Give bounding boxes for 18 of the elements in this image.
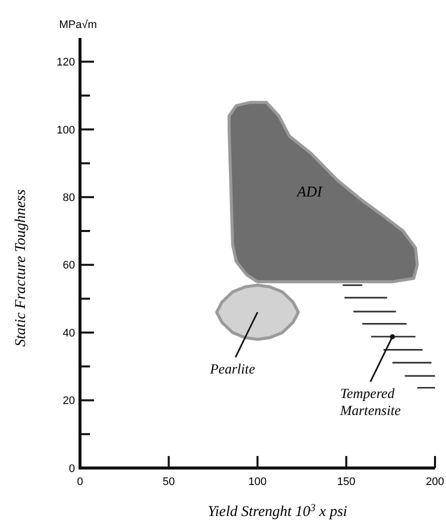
y-tick-label: 20 — [62, 395, 75, 408]
x-axis-title: Yield Strenght 10$^{3}$ x psi — [208, 502, 348, 520]
x-tick-label: 200 — [426, 476, 444, 488]
y-tick-label: 0 — [68, 462, 75, 475]
y-tick-label: 120 — [56, 56, 75, 69]
text: MPa√m — [59, 19, 97, 31]
y-axis-title: Static Fracture Toughness — [13, 189, 29, 347]
y-tick-label: 60 — [62, 260, 75, 272]
y-tick-label: 100 — [56, 124, 75, 136]
series-label: Tempered Martensite — [339, 386, 401, 419]
series-label: ADI — [296, 184, 324, 200]
x-tick-label: 100 — [248, 476, 267, 488]
x-tick-label: 150 — [337, 476, 356, 488]
series-label: Pearlite — [208, 362, 256, 378]
x-tick-label: 0 — [76, 476, 84, 488]
y-tick-label: 40 — [62, 327, 75, 340]
x-tick-label: 50 — [162, 476, 175, 488]
y-tick-label: 80 — [62, 192, 75, 204]
